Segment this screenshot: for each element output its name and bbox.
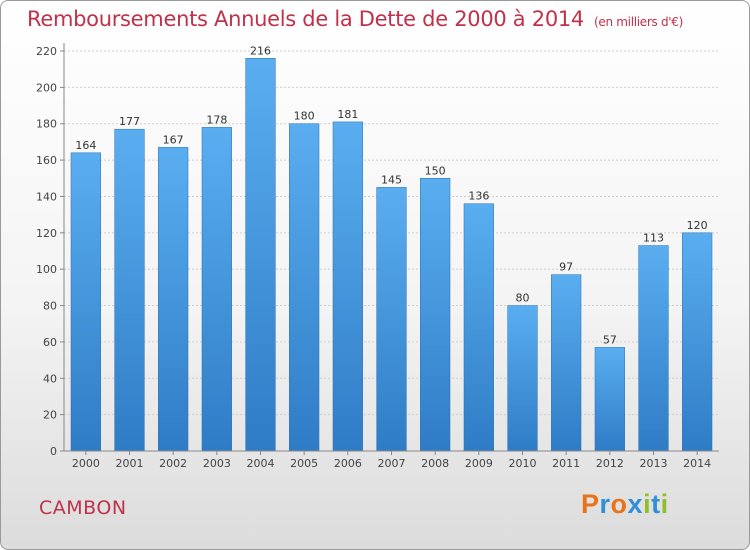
x-tick-label: 2000: [72, 457, 100, 470]
bar-2007: [376, 187, 407, 452]
data-label: 97: [559, 261, 573, 274]
y-tick-label: 120: [36, 227, 57, 240]
data-label: 136: [468, 190, 489, 203]
data-label: 113: [643, 232, 664, 245]
bar-2008: [420, 178, 451, 452]
data-label: 216: [250, 44, 271, 57]
bar-2010: [507, 305, 538, 452]
x-tick-label: 2003: [203, 457, 231, 470]
y-tick-label: 140: [36, 190, 57, 203]
x-tick-label: 2010: [509, 457, 537, 470]
data-label: 164: [75, 139, 96, 152]
y-tick-label: 100: [36, 263, 57, 276]
proxiti-logo: Proxiti: [581, 489, 669, 520]
y-tick-label: 220: [36, 45, 57, 58]
x-tick-label: 2011: [552, 457, 580, 470]
unit-label: (en milliers d'€): [594, 15, 684, 29]
x-tick-label: 2004: [247, 457, 275, 470]
y-tick-label: 40: [43, 372, 57, 385]
bar-2002: [158, 147, 189, 452]
logo-letter: P: [581, 489, 600, 519]
y-tick-label: 0: [50, 445, 57, 458]
logo-letter: o: [610, 489, 628, 519]
data-label: 150: [425, 164, 446, 177]
bar-2013: [638, 245, 669, 452]
y-axis: 0 20 40 60 80 100 120 140 160 180 200 220: [36, 43, 65, 458]
x-tick-label: 2014: [683, 457, 711, 470]
logo-letter: t: [651, 489, 661, 519]
y-tick-label: 180: [36, 118, 57, 131]
bar-2014: [682, 232, 713, 452]
bar-2012: [594, 347, 625, 452]
x-tick-label: 2005: [290, 457, 318, 470]
y-tick-label: 60: [43, 336, 57, 349]
bar-2009: [463, 203, 494, 452]
logo-letter: i: [660, 489, 669, 519]
bar-2001: [114, 128, 145, 452]
logo-letter: r: [599, 489, 611, 519]
commune-name: CAMBON: [39, 497, 127, 519]
data-label: 181: [337, 108, 358, 121]
x-tick-label: 2012: [596, 457, 624, 470]
logo-letter: i: [643, 489, 652, 519]
y-tick-label: 20: [43, 409, 57, 422]
bar-2000: [70, 152, 101, 452]
chart-title: Remboursements Annuels de la Dette de 20…: [27, 7, 684, 31]
data-label: 167: [163, 133, 184, 146]
data-label: 145: [381, 173, 402, 186]
x-tick-label: 2009: [465, 457, 493, 470]
data-label: 80: [516, 292, 530, 305]
data-label: 57: [603, 333, 617, 346]
x-tick-label: 2002: [159, 457, 187, 470]
bar-2003: [201, 127, 232, 452]
x-tick-label: 2008: [421, 457, 449, 470]
y-tick-label: 160: [36, 154, 57, 167]
bar-2006: [332, 121, 363, 452]
x-axis: 2000 2001 2002 2003 2004 2005 2006 2007 2008 2009…: [64, 450, 719, 470]
y-tick-label: 200: [36, 81, 57, 94]
x-tick-label: 2013: [640, 457, 668, 470]
data-label: 180: [294, 110, 315, 123]
y-tick-label: 80: [43, 300, 57, 313]
data-label: 120: [687, 219, 708, 232]
data-label: 177: [119, 115, 140, 128]
bar-2011: [551, 274, 582, 452]
x-tick-label: 2006: [334, 457, 362, 470]
bars: 164 177 167 178 216 180 181 145 150 136 80 97 57 113 1…: [70, 44, 713, 452]
x-tick-label: 2007: [378, 457, 406, 470]
data-label: 178: [206, 113, 227, 126]
bar-2004: [245, 58, 276, 452]
bar-2005: [289, 123, 320, 452]
x-tick-label: 2001: [116, 457, 144, 470]
logo-letter: x: [627, 489, 644, 519]
